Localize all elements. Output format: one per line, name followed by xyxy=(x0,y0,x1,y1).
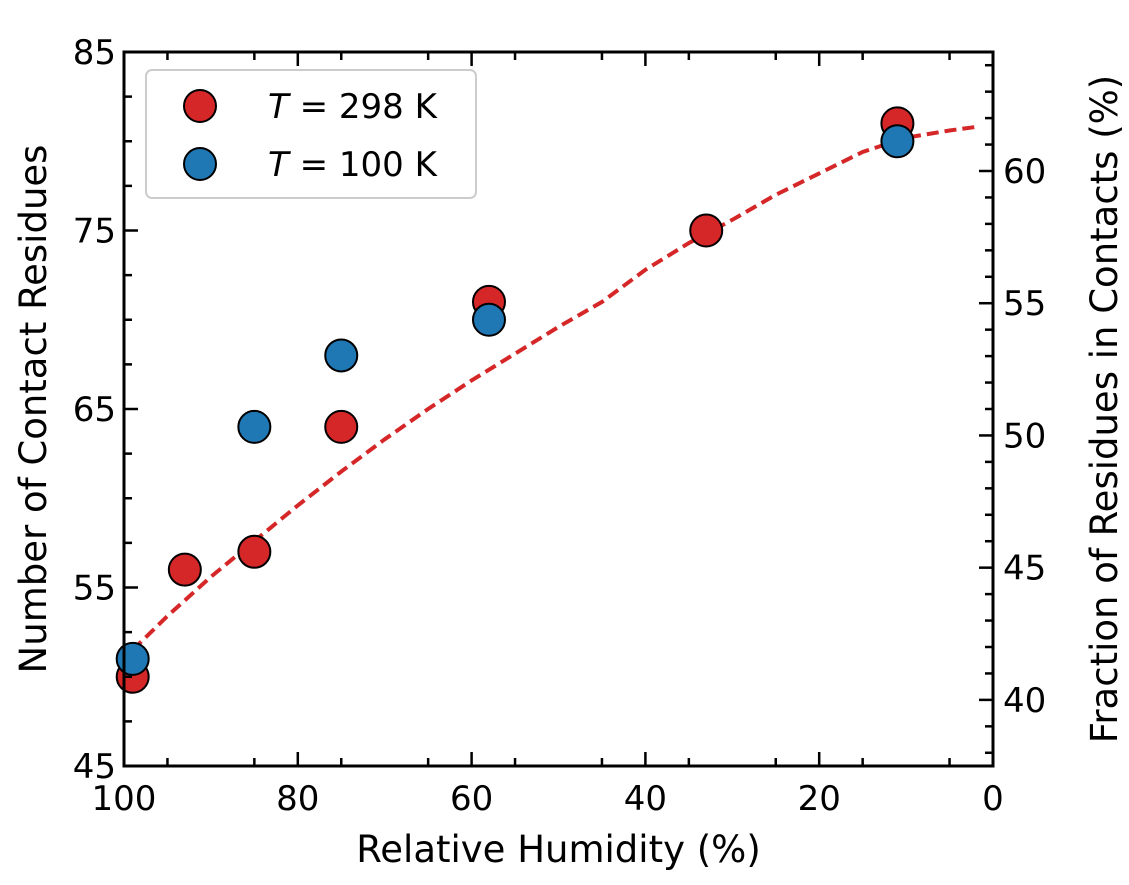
point-100k xyxy=(115,641,150,676)
legend-label-value: = 298 K xyxy=(289,87,439,127)
point-298k xyxy=(689,213,724,248)
y-right-axis-title: Fraction of Residues in Contacts (%) xyxy=(1083,75,1126,744)
point-298k xyxy=(324,409,359,444)
x-tick-label: 60 xyxy=(450,779,493,819)
y-tick-label: 75 xyxy=(73,212,116,252)
y-tick-label: 55 xyxy=(73,569,116,609)
legend: T = 298 KT = 100 K xyxy=(145,69,477,199)
fit-curve-group xyxy=(131,125,976,652)
ticks-group xyxy=(122,50,995,768)
data-points-group xyxy=(115,106,915,694)
x-tick-label: 0 xyxy=(982,779,1004,819)
x-tick-label: 40 xyxy=(624,779,667,819)
point-100k xyxy=(471,302,506,337)
legend-marker xyxy=(183,89,217,123)
x-tick-label: 20 xyxy=(798,779,841,819)
legend-label-variable: T xyxy=(268,87,291,127)
point-298k xyxy=(167,552,202,587)
legend-label: T = 298 K xyxy=(268,87,439,127)
legend-marker xyxy=(183,147,217,181)
tick-labels-group: 100 80 60 40 20 0 45 55 65 75 85 40 45 50 55 60 xyxy=(73,33,1047,819)
y-right-tick-label: 60 xyxy=(1003,152,1046,192)
y-right-tick-label: 50 xyxy=(1003,416,1046,456)
point-100k xyxy=(880,124,915,159)
x-axis-title: Relative Humidity (%) xyxy=(356,828,761,871)
fit-curve-line xyxy=(131,125,976,652)
legend-label: T = 100 K xyxy=(268,145,439,185)
y-axis-title: Number of Contact Residues xyxy=(12,145,55,674)
y-right-tick-label: 55 xyxy=(1003,284,1046,324)
point-298k xyxy=(237,534,272,569)
x-tick-label: 100 xyxy=(92,779,157,819)
y-right-tick-label: 40 xyxy=(1003,681,1046,721)
point-100k xyxy=(237,409,272,444)
x-tick-label: 80 xyxy=(276,779,319,819)
y-right-tick-label: 45 xyxy=(1003,549,1046,589)
legend-box xyxy=(145,69,477,199)
legend-label-value: = 100 K xyxy=(289,145,439,185)
y-tick-label: 65 xyxy=(73,390,116,430)
point-100k xyxy=(324,338,359,373)
y-tick-label: 45 xyxy=(73,747,116,787)
legend-label-variable: T xyxy=(268,145,291,185)
y-tick-label: 85 xyxy=(73,33,116,73)
